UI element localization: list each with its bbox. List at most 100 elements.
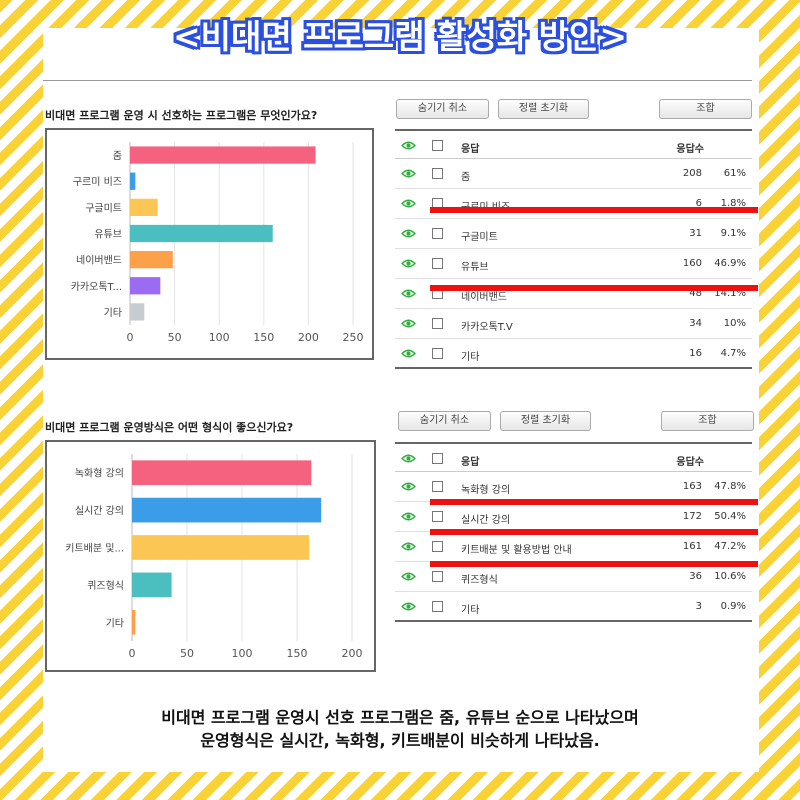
response-count: 36 (689, 571, 702, 582)
response-label: 카카오톡T.V (461, 322, 513, 333)
combine-button-2[interactable]: 조합 (661, 411, 754, 431)
category-label: 기타 (106, 617, 124, 629)
header-count: 응답수 (676, 144, 704, 155)
response-label: 줌 (461, 172, 471, 183)
highlight-line (430, 285, 758, 291)
question-2: 비대면 프로그램 운영방식은 어떤 형식이 좋으신가요? (45, 421, 294, 434)
eye-icon[interactable] (401, 453, 416, 464)
row-checkbox[interactable] (432, 318, 443, 329)
response-count: 163 (682, 481, 702, 492)
bar[interactable] (132, 497, 322, 523)
response-percent: 10% (723, 318, 746, 329)
eye-icon[interactable] (401, 168, 416, 179)
row-checkbox[interactable] (432, 511, 443, 522)
row-checkbox[interactable] (432, 571, 443, 582)
response-count: 6 (695, 198, 702, 209)
response-count: 3 (695, 601, 702, 612)
eye-icon[interactable] (401, 571, 416, 582)
chart-2-frame: 0 50 100 150 200 녹화형 강의 실시간 강의 키트배분 및... 퀴즈형식 기타 (45, 440, 376, 672)
eye-icon[interactable] (401, 198, 416, 209)
row-checkbox[interactable] (432, 348, 443, 359)
header-count: 응답수 (676, 457, 704, 468)
category-label: 구글미트 (85, 202, 122, 214)
bar[interactable] (130, 277, 161, 295)
category-label: 기타 (104, 307, 122, 319)
row-checkbox[interactable] (432, 601, 443, 612)
response-label: 키트배분 및 활용방법 안내 (461, 545, 572, 556)
response-label: 기타 (461, 352, 480, 363)
response-percent: 47.8% (714, 481, 746, 492)
category-label: 구르미 비즈 (73, 176, 122, 188)
table-row: 실시간 강의 172 50.4% (395, 502, 752, 532)
response-count: 34 (689, 318, 702, 329)
eye-icon[interactable] (401, 511, 416, 522)
header-response: 응답 (461, 144, 480, 155)
eye-icon[interactable] (401, 288, 416, 299)
category-label: 줌 (113, 150, 122, 162)
eye-icon[interactable] (401, 541, 416, 552)
table-header-row: 응답 응답수 (395, 442, 752, 472)
table-row: 유튜브 160 46.9% (395, 249, 752, 279)
table-row: 카카오톡T.V 34 10% (395, 309, 752, 339)
bar[interactable] (130, 224, 273, 243)
x-tick-label: 200 (298, 331, 319, 344)
sort-reset-button-1[interactable]: 정렬 초기화 (498, 99, 589, 119)
response-percent: 14.1% (714, 288, 746, 299)
response-percent: 47.2% (714, 541, 746, 552)
hide-cancel-button-2[interactable]: 숨기기 취소 (398, 411, 491, 431)
header-response: 응답 (461, 457, 480, 468)
bar[interactable] (130, 303, 145, 321)
bar[interactable] (132, 460, 312, 486)
response-count: 172 (682, 511, 702, 522)
response-count: 208 (682, 168, 702, 179)
category-label: 실시간 강의 (75, 505, 124, 517)
highlight-line (430, 561, 758, 567)
bar[interactable] (130, 172, 136, 190)
eye-icon[interactable] (401, 140, 416, 151)
select-all-checkbox[interactable] (432, 453, 443, 464)
bar[interactable] (132, 572, 172, 598)
response-count: 16 (689, 348, 702, 359)
response-percent: 46.9% (714, 258, 746, 269)
bar[interactable] (130, 198, 158, 216)
response-label: 유튜브 (461, 262, 489, 273)
eye-icon[interactable] (401, 318, 416, 329)
table-row: 줌 208 61% (395, 159, 752, 189)
eye-icon[interactable] (401, 481, 416, 492)
combine-button-1[interactable]: 조합 (659, 99, 752, 119)
response-percent: 10.6% (714, 571, 746, 582)
sort-reset-button-2[interactable]: 정렬 초기화 (500, 411, 591, 431)
row-checkbox[interactable] (432, 228, 443, 239)
table-row: 구르미 비즈61.8% (395, 189, 752, 219)
bar[interactable] (132, 535, 310, 560)
eye-icon[interactable] (401, 348, 416, 359)
response-count: 31 (689, 228, 702, 239)
response-percent: 50.4% (714, 511, 746, 522)
bar[interactable] (130, 251, 173, 269)
highlight-line (430, 499, 758, 505)
table-row: 퀴즈형식 36 10.6% (395, 562, 752, 592)
response-table-2: 응답 응답수 녹화형 강의 163 47.8% 실시간 강의 172 50.4% 키트배분 … (395, 442, 752, 622)
response-label: 퀴즈형식 (461, 575, 498, 586)
highlight-line (430, 529, 758, 535)
row-checkbox[interactable] (432, 541, 443, 552)
bar[interactable] (132, 609, 136, 635)
table-row: 녹화형 강의 163 47.8% (395, 472, 752, 502)
row-checkbox[interactable] (432, 168, 443, 179)
page-title: <비대면 프로그램 활성화 방안> (172, 17, 628, 56)
eye-icon[interactable] (401, 601, 416, 612)
row-checkbox[interactable] (432, 258, 443, 269)
summary-line-1: 비대면 프로그램 운영시 선호 프로그램은 줌, 유튜브 순으로 나타났으며 (161, 708, 639, 727)
row-checkbox[interactable] (432, 481, 443, 492)
response-count: 160 (682, 258, 702, 269)
hide-cancel-button-1[interactable]: 숨기기 취소 (396, 99, 489, 119)
eye-icon[interactable] (401, 258, 416, 269)
response-label: 구글미트 (461, 232, 498, 243)
select-all-checkbox[interactable] (432, 140, 443, 151)
category-label: 키트배분 및... (65, 543, 124, 555)
category-label: 네이버밴드 (76, 255, 122, 267)
bar[interactable] (130, 146, 316, 164)
eye-icon[interactable] (401, 228, 416, 239)
